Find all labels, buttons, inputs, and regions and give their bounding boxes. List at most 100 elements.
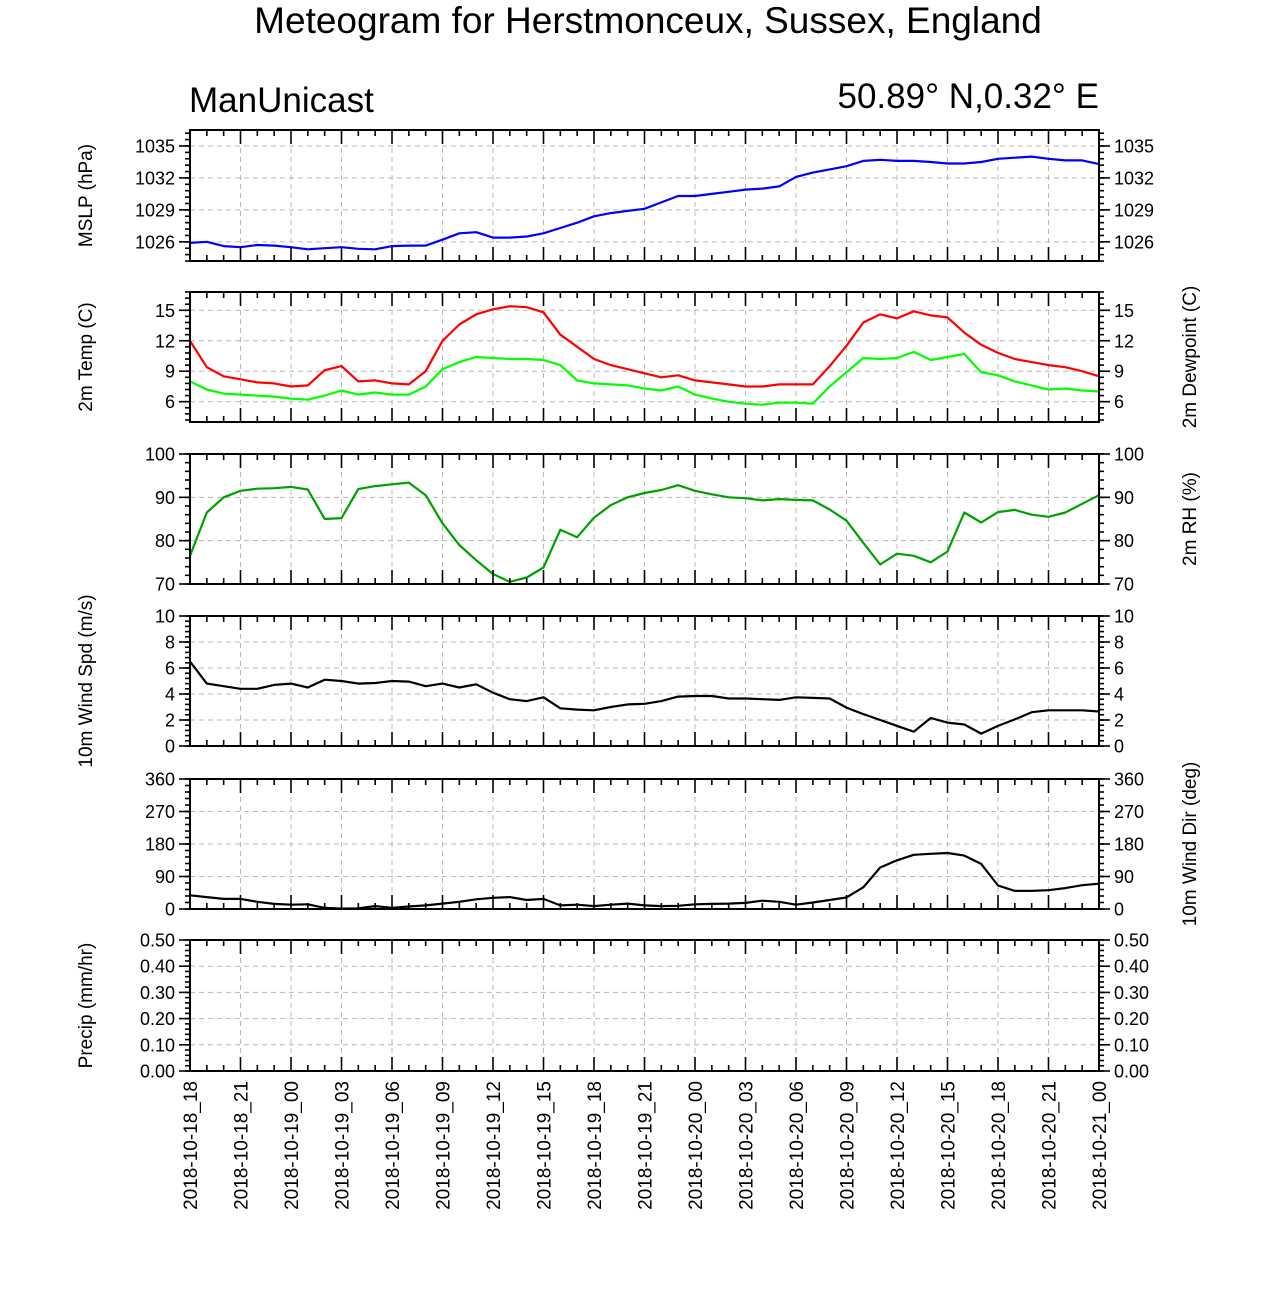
x-tick-label: 2018-10-20_09 — [838, 1081, 859, 1210]
y-tick-label-right: 15 — [1114, 301, 1134, 321]
series-line-temp-0 — [189, 305, 1100, 388]
y-tick-label-left: 12 — [155, 331, 175, 351]
panel-temp: 6 6 9 9 12 12 15 15 2m Temp (C) 2m Dewpoint (C) — [76, 286, 1201, 429]
y-axis-label-left: Precip (mm/hr) — [76, 943, 97, 1069]
panel-wdir: 0 0 90 90 180 180 270 270 360 360 10m Wind Dir (de… — [145, 762, 1201, 927]
y-tick-label-left: 8 — [165, 633, 175, 653]
x-tick-label: 2018-10-19_00 — [282, 1081, 303, 1210]
y-tick-label-right: 270 — [1114, 802, 1144, 822]
y-axis-label-left: 2m Temp (C) — [76, 302, 97, 411]
y-tick-label-right: 8 — [1114, 633, 1124, 653]
x-tick-label: 2018-10-19_21 — [636, 1081, 657, 1210]
y-tick-label-left: 10 — [155, 607, 175, 627]
y-tick-label-left: 9 — [165, 362, 175, 382]
y-tick-label-right: 90 — [1114, 867, 1134, 887]
y-axis-label-left: MSLP (hPa) — [76, 144, 97, 247]
y-tick-label-right: 70 — [1114, 575, 1134, 595]
y-axis-label-right: 2m Dewpoint (C) — [1180, 286, 1201, 429]
panel-frame — [189, 615, 1100, 747]
y-tick-label-left: 0 — [165, 900, 175, 920]
x-tick-label: 2018-10-20_15 — [939, 1081, 960, 1210]
y-tick-label-right: 0.00 — [1114, 1062, 1149, 1082]
y-tick-label-right: 0.30 — [1114, 983, 1149, 1003]
x-tick-label: 2018-10-18_21 — [232, 1081, 253, 1210]
panel-frame — [189, 291, 1100, 423]
y-tick-label-left: 180 — [145, 835, 175, 855]
series-line-temp-1 — [189, 350, 1100, 406]
y-tick-label-left: 90 — [155, 488, 175, 508]
y-tick-label-right: 9 — [1114, 362, 1124, 382]
panel-mslp: 1026 1026 1029 1029 1032 1032 1035 1035 MSLP (hP… — [76, 129, 1154, 262]
y-tick-label-right: 90 — [1114, 488, 1134, 508]
panel-frame — [189, 939, 1100, 1072]
y-tick-label-left: 15 — [155, 301, 175, 321]
y-tick-label-right: 0.10 — [1114, 1035, 1149, 1055]
x-tick-label: 2018-10-19_18 — [585, 1081, 606, 1210]
y-tick-label-left: 0.10 — [140, 1035, 175, 1055]
x-tick-label: 2018-10-20_06 — [787, 1081, 808, 1210]
panel-frame — [189, 129, 1100, 262]
y-tick-label-left: 90 — [155, 867, 175, 887]
y-tick-label-left: 4 — [165, 685, 175, 705]
y-axis-label-right: 10m Wind Dir (deg) — [1180, 762, 1201, 927]
x-tick-label: 2018-10-21_00 — [1090, 1081, 1111, 1210]
y-tick-label-left: 80 — [155, 531, 175, 551]
model-label: ManUnicast — [189, 81, 374, 120]
series-line-rh-0 — [188, 481, 1100, 583]
x-tick-label: 2018-10-20_12 — [888, 1081, 909, 1210]
y-tick-label-left: 0.40 — [140, 957, 175, 977]
y-tick-label-right: 1035 — [1114, 136, 1154, 156]
y-tick-label-right: 0.20 — [1114, 1009, 1149, 1029]
y-tick-label-left: 6 — [165, 392, 175, 412]
y-tick-label-right: 360 — [1114, 770, 1144, 790]
x-tick-label: 2018-10-19_15 — [535, 1081, 556, 1210]
panel-frame — [189, 453, 1100, 585]
date-axis: 2018-10-18_18 2018-10-18_21 2018-10-19_00 2… — [181, 1081, 1111, 1210]
x-tick-label: 2018-10-19_12 — [484, 1081, 505, 1210]
y-tick-label-right: 0 — [1114, 900, 1124, 920]
x-tick-label: 2018-10-19_09 — [434, 1081, 455, 1210]
x-tick-label: 2018-10-18_18 — [181, 1081, 202, 1210]
x-tick-label: 2018-10-20_03 — [737, 1081, 758, 1210]
y-tick-label-right: 2 — [1114, 711, 1124, 731]
y-tick-label-left: 1026 — [135, 232, 175, 252]
y-tick-label-right: 180 — [1114, 835, 1144, 855]
x-tick-label: 2018-10-20_18 — [989, 1081, 1010, 1210]
y-tick-label-left: 70 — [155, 575, 175, 595]
panel-rh: 70 70 80 80 90 90 100 100 2m RH (%) — [145, 445, 1201, 595]
y-tick-label-right: 0.50 — [1114, 931, 1149, 951]
x-tick-label: 2018-10-20_21 — [1040, 1081, 1061, 1210]
y-tick-label-left: 1032 — [135, 168, 175, 188]
y-tick-label-left: 0.30 — [140, 983, 175, 1003]
y-tick-label-right: 4 — [1114, 685, 1124, 705]
y-tick-label-right: 12 — [1114, 331, 1134, 351]
y-tick-label-left: 0.20 — [140, 1009, 175, 1029]
y-tick-label-left: 270 — [145, 802, 175, 822]
y-tick-label-left: 100 — [145, 445, 175, 465]
y-tick-label-left: 0 — [165, 737, 175, 757]
y-tick-label-left: 0.00 — [140, 1062, 175, 1082]
y-tick-label-right: 6 — [1114, 659, 1124, 679]
y-tick-label-right: 6 — [1114, 392, 1124, 412]
y-axis-label-right: 2m RH (%) — [1180, 472, 1201, 566]
x-tick-label: 2018-10-19_06 — [383, 1081, 404, 1210]
y-tick-label-right: 1029 — [1114, 200, 1154, 220]
y-tick-label-right: 1026 — [1114, 232, 1154, 252]
panel-wspd: 0 0 2 2 4 4 6 6 8 8 10 10 10m Wind Spd (m/s) — [76, 594, 1134, 767]
y-tick-label-right: 100 — [1114, 445, 1144, 465]
y-tick-label-left: 6 — [165, 659, 175, 679]
x-tick-label: 2018-10-20_00 — [686, 1081, 707, 1210]
panel-frame — [189, 778, 1100, 910]
y-tick-label-right: 10 — [1114, 607, 1134, 627]
x-tick-label: 2018-10-19_03 — [333, 1081, 354, 1210]
panel-precip: 0.00 0.00 0.10 0.10 0.20 0.20 0.30 0.30 0.40 0.40… — [76, 931, 1149, 1082]
y-tick-label-right: 80 — [1114, 531, 1134, 551]
location-label: 50.89° N,0.32° E — [838, 77, 1100, 116]
y-tick-label-right: 1032 — [1114, 168, 1154, 188]
y-tick-label-left: 0.50 — [140, 931, 175, 951]
y-tick-label-left: 1035 — [135, 136, 175, 156]
y-tick-label-right: 0 — [1114, 737, 1124, 757]
y-axis-label-left: 10m Wind Spd (m/s) — [76, 594, 97, 767]
